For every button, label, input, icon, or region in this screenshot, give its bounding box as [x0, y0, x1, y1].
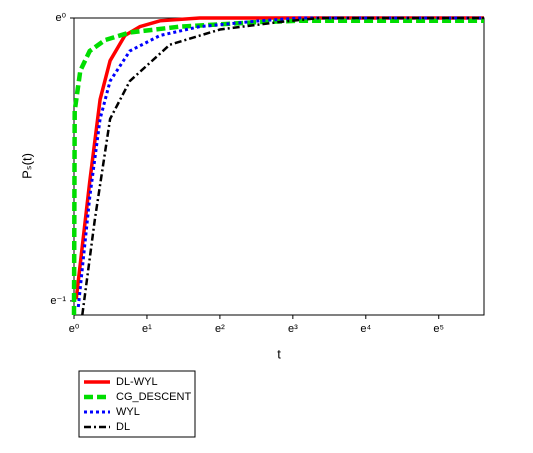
legend-label: CG_DESCENT	[116, 391, 191, 403]
legend-label: DL	[116, 421, 130, 433]
y-tick-label: e⁻¹	[50, 295, 66, 307]
plot-frame	[73, 17, 485, 316]
series-line	[81, 16, 484, 316]
x-tick-label: e⁰	[69, 323, 80, 335]
x-tick-label: e³	[288, 323, 298, 335]
y-tick-label: e⁰	[55, 12, 66, 24]
legend-label: WYL	[116, 406, 140, 418]
x-axis-label: t	[277, 346, 281, 361]
series-line	[76, 16, 484, 308]
legend-label: DL-WYL	[116, 376, 158, 388]
x-tick-label: e²	[215, 323, 225, 335]
series-line	[71, 18, 484, 316]
x-tick-label: e⁵	[433, 323, 444, 335]
x-tick-label: e⁴	[360, 323, 371, 335]
x-tick-label: e¹	[142, 323, 152, 335]
y-axis-label: Pₛ(t)	[19, 153, 34, 179]
series-line	[74, 16, 484, 300]
